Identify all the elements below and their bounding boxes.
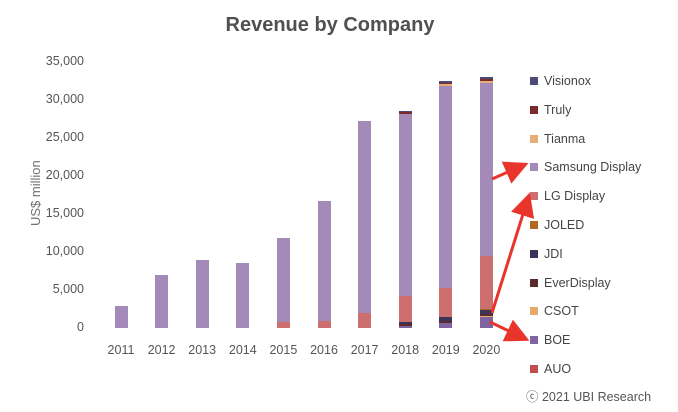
legend-label: AUO: [544, 362, 572, 376]
bar-segment: [398, 321, 412, 325]
bar-segment: [439, 82, 453, 85]
bar-segment: [439, 85, 453, 289]
legend-swatch: [530, 105, 538, 114]
y-tick-label: 25,000: [45, 130, 84, 144]
bar-segment: [398, 324, 412, 326]
bar-segment: [398, 113, 412, 297]
bar-segment: [236, 262, 250, 328]
legend-label: LG Display: [544, 189, 606, 204]
bar-segment: [317, 321, 331, 328]
legend-label: CSOT: [544, 304, 579, 319]
legend-swatch: [530, 134, 538, 143]
bar-segment: [439, 81, 453, 83]
x-tick-label: 2013: [188, 343, 217, 357]
legend-item: Truly: [530, 101, 571, 119]
y-tick-label: 20,000: [45, 168, 84, 182]
bar-segment: [479, 81, 493, 83]
bar-segment: [195, 260, 209, 328]
bar-segment: [439, 288, 453, 318]
x-tick-label: 2019: [431, 343, 460, 357]
legend-item: Samsung Display: [530, 158, 641, 176]
bar-segment: [114, 305, 128, 328]
bar-segment: [276, 321, 290, 328]
y-tick-label: 10,000: [45, 244, 84, 258]
legend-label: JDI: [544, 246, 563, 261]
legend-item: Tianma: [530, 130, 585, 148]
bar-segment: [479, 79, 493, 81]
chart-title: Revenue by Company: [225, 14, 435, 36]
legend-item: JDI: [530, 245, 563, 263]
legend-swatch: [530, 77, 538, 85]
legend-label: Visionox: [544, 74, 592, 88]
bar-segment: [358, 312, 372, 328]
bar-segment: [398, 111, 412, 113]
x-tick-label: 2012: [147, 343, 176, 357]
legend-swatch: [530, 278, 538, 287]
legend-label: BOE: [544, 333, 571, 348]
y-tick-label: 30,000: [45, 92, 84, 106]
legend-label: Tianma: [544, 131, 586, 146]
bar-segment: [479, 309, 493, 314]
legend-item: LG Display: [530, 187, 605, 205]
bar-segment: [276, 238, 290, 322]
legend-label: JOLED: [544, 218, 585, 232]
bar-segment: [479, 255, 493, 309]
bar-segment: [398, 325, 412, 328]
x-tick-label: 2015: [269, 343, 298, 357]
x-tick-label: 2016: [310, 343, 338, 357]
x-tick-label: 2017: [350, 343, 379, 357]
bar-segment: [317, 201, 331, 322]
bar-segment: [479, 316, 493, 328]
y-tick-label: 5,000: [52, 282, 84, 296]
arrow-lg: [490, 192, 535, 314]
bar-segment: [479, 313, 493, 316]
bar-segment: [358, 120, 372, 313]
legend-item: EverDisplay: [530, 274, 611, 292]
legend-item: AUO: [530, 360, 571, 378]
legend-swatch: [530, 221, 538, 229]
bar-segment: [479, 309, 493, 310]
y-tick-label: 0: [77, 320, 84, 334]
y-tick-label: 15,000: [45, 206, 84, 220]
legend-item: Visionox: [530, 72, 591, 90]
arrow-boe: [489, 319, 530, 342]
x-tick-label: 2011: [107, 343, 135, 357]
legend-item: BOE: [530, 331, 570, 349]
legend-label: Samsung Display: [544, 160, 642, 175]
x-tick-label: 2020: [472, 343, 501, 357]
legend-swatch: [530, 307, 538, 316]
bar-segment: [479, 82, 493, 256]
bar-segment: [479, 315, 493, 317]
x-tick-label: 2014: [228, 343, 257, 357]
copyright-text: ⓒ 2021 UBI Research: [526, 390, 652, 404]
x-tick-label: 2018: [391, 343, 420, 357]
legend-swatch: [530, 365, 538, 373]
legend-label: Truly: [544, 102, 572, 117]
arrow-samsung: [491, 161, 529, 184]
bar-segment: [398, 112, 412, 114]
legend-item: CSOT: [530, 302, 579, 320]
bar-segment: [398, 296, 412, 322]
legend-item: JOLED: [530, 216, 584, 234]
bar-segment: [439, 323, 453, 328]
bar-segment: [155, 274, 169, 328]
legend-label: EverDisplay: [544, 275, 611, 290]
y-tick-label: 35,000: [45, 54, 84, 68]
legend-swatch: [530, 249, 538, 258]
legend-swatch: [530, 192, 538, 201]
legend-swatch: [530, 163, 538, 172]
bar-segment: [439, 84, 453, 86]
legend-swatch: [530, 336, 538, 345]
bar-segment: [439, 317, 453, 322]
bar-segment: [479, 77, 493, 80]
bar-segment: [439, 321, 453, 324]
